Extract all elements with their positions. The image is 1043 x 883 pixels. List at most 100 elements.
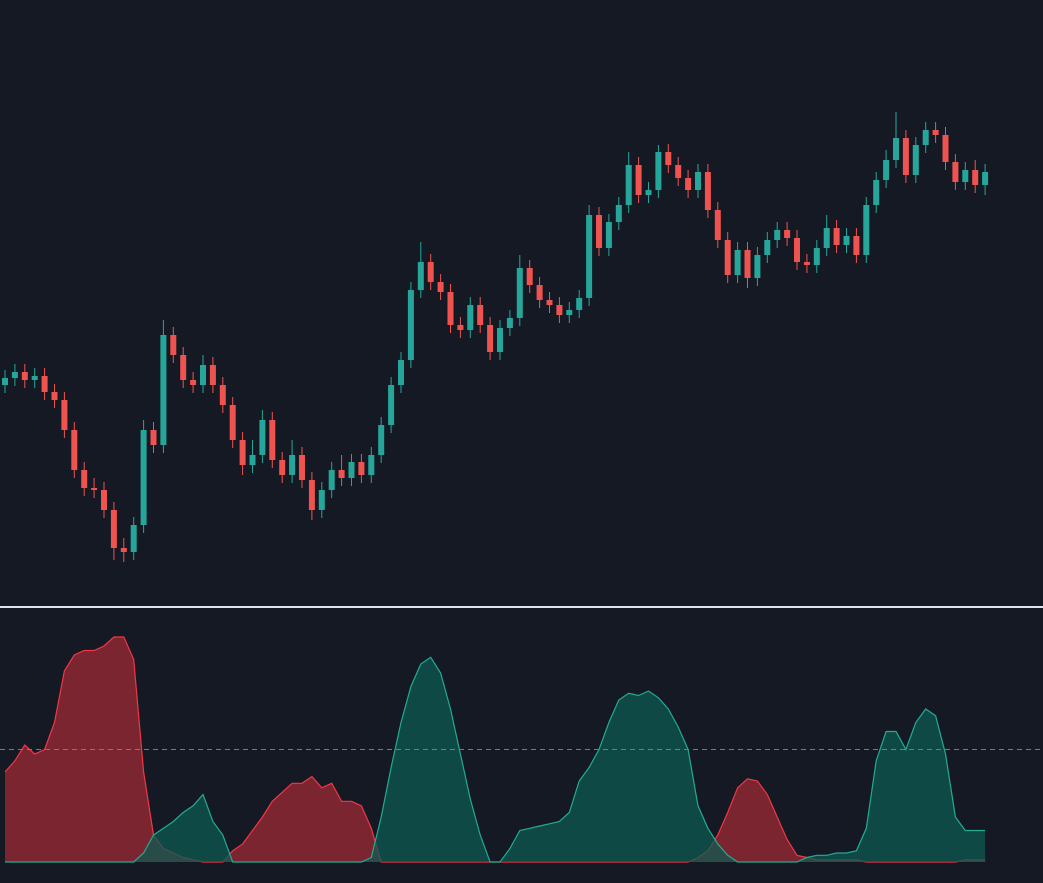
candle-body [299, 455, 305, 480]
candle-body [318, 490, 325, 510]
candle-body [378, 425, 385, 455]
candle-body [110, 510, 117, 548]
candle-body [289, 455, 296, 475]
candle-body [140, 430, 147, 525]
candle-body [71, 430, 78, 470]
candle-body [922, 130, 929, 145]
candle-body [368, 455, 375, 475]
candle-body [160, 335, 167, 445]
candle-body [41, 376, 48, 392]
candle-body [477, 305, 484, 325]
area-fill [5, 637, 986, 862]
candle-body [170, 335, 177, 355]
candle-body [239, 440, 246, 465]
candle-body [497, 328, 503, 352]
candle-body [348, 462, 355, 478]
candle-body [120, 548, 127, 552]
candle-body [219, 385, 226, 405]
candle-body [546, 300, 553, 305]
candle-body [338, 470, 345, 478]
candle-body [685, 178, 692, 190]
candle-body [150, 430, 157, 445]
candle-body [724, 240, 731, 275]
candle-body [774, 230, 781, 240]
candle-body [358, 462, 365, 475]
candle-body [635, 165, 642, 195]
candle-body [863, 205, 870, 255]
candle-body [566, 310, 573, 315]
candle-body [803, 262, 810, 265]
candle-body [536, 285, 543, 300]
candle-body [101, 490, 107, 510]
candle-body [605, 222, 612, 248]
candle-body [398, 360, 404, 385]
candle-body [21, 372, 28, 380]
candle-body [576, 298, 583, 310]
area-fill [5, 657, 986, 862]
candle-body [506, 318, 513, 328]
candle-body [704, 172, 711, 210]
candle-body [437, 282, 444, 292]
candle-body [823, 228, 830, 248]
candle-body [447, 292, 454, 325]
candle-body [61, 400, 68, 430]
candle-body [91, 488, 98, 490]
candle-body [586, 215, 593, 298]
candle-body [328, 470, 335, 490]
candle-body [695, 172, 701, 190]
candle-body [229, 405, 236, 440]
candle-body [31, 376, 38, 380]
candle-body [794, 238, 800, 262]
candle-body [209, 365, 216, 385]
candle-body [893, 138, 899, 160]
candle-body [2, 378, 8, 385]
candle-body [873, 180, 880, 205]
candle-body [982, 172, 989, 185]
candle-body [487, 325, 494, 352]
candle-body [625, 165, 632, 205]
candle-body [11, 372, 18, 378]
candle-body [596, 215, 602, 248]
candle-body [665, 152, 672, 165]
candle-body [972, 170, 979, 185]
candle-body [180, 355, 187, 380]
area-line [5, 656, 986, 863]
candle-body [407, 290, 414, 360]
candle-body [130, 525, 137, 552]
candle-body [942, 135, 949, 162]
candle-body [932, 130, 939, 135]
candle-body [51, 392, 58, 400]
candle-body [714, 210, 721, 240]
candle-body [249, 455, 256, 465]
candle-body [308, 480, 315, 510]
candle-body [764, 240, 771, 255]
candle-body [675, 165, 682, 178]
candle-body [556, 305, 563, 315]
candle-body [467, 305, 474, 330]
candle-body [279, 460, 286, 475]
candle-body [200, 365, 206, 385]
candle-body [962, 170, 969, 182]
candle-body [784, 230, 791, 238]
candle-body [269, 420, 276, 460]
candle-body [883, 160, 890, 180]
candle-body [259, 420, 266, 455]
candle-body [902, 138, 909, 175]
candle-body [526, 268, 533, 285]
candle-body [457, 325, 464, 330]
candle-body [843, 236, 850, 245]
candle-body [833, 228, 840, 245]
candle-body [813, 248, 820, 265]
candle-body [615, 205, 622, 222]
candle-body [853, 236, 860, 255]
candle-body [912, 145, 919, 175]
candle-body [417, 262, 424, 290]
candle-body [388, 385, 395, 425]
candle-body [645, 190, 652, 195]
candle-body [744, 250, 751, 278]
candle-body [190, 380, 197, 385]
candle-body [952, 162, 959, 182]
candle-body [81, 470, 88, 488]
